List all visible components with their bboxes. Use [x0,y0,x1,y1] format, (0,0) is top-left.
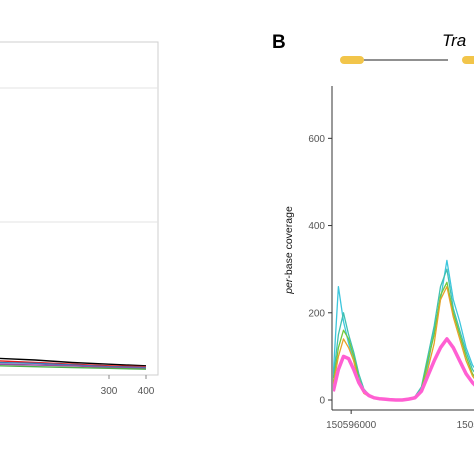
panel-a-x-tick-label-1: 400 [138,386,155,397]
panel-a-series-line-0 [0,357,147,367]
gene-name-label: Tra [442,31,466,50]
panel-a-series-line-3 [0,363,147,369]
panel-b-series-line-0 [333,259,474,401]
panel-a-x-tick-label-0: 300 [101,386,118,397]
panel-b-y-ticks: 0 200 400 600 [308,134,332,407]
panel-b-y-tick-label-1: 200 [308,308,325,319]
panel-b-series-line-4 [333,337,474,402]
panel-a-x-ticks: 300 400 [101,375,155,397]
panel-a-plot-border [0,41,159,376]
panel-b-series-group [333,259,474,402]
panel-b-series-line-1 [333,268,474,401]
gene-model-exon [340,56,364,64]
y-label-rest-part: -base coverage [283,206,295,279]
gene-model-track: Tra [340,31,474,64]
panel-a-series-line-2 [0,361,147,369]
panel-b-x-ticks: 150596000 15059700 [326,410,474,431]
gene-model-exon [462,56,474,64]
panel-a: 300 400 [0,41,159,397]
panel-b-x-tick-label-1: 15059700 [457,420,474,431]
panel-b: B Tra 0 200 400 600 150596000 15059700 per-b… [272,31,474,431]
panel-b-y-tick-label-3: 600 [308,134,325,145]
panel-b-y-tick-label-0: 0 [319,396,325,407]
panel-b-y-axis-label: per-base coverage [283,206,295,295]
panel-b-x-tick-label-0: 150596000 [326,420,376,431]
panel-a-series-line-4 [0,365,147,370]
panel-b-y-tick-label-2: 400 [308,221,325,232]
panel-b-label: B [272,32,286,53]
panel-a-series-group [0,357,147,370]
y-label-italic-part: per [283,278,295,295]
panel-a-series-line-1 [0,360,147,368]
